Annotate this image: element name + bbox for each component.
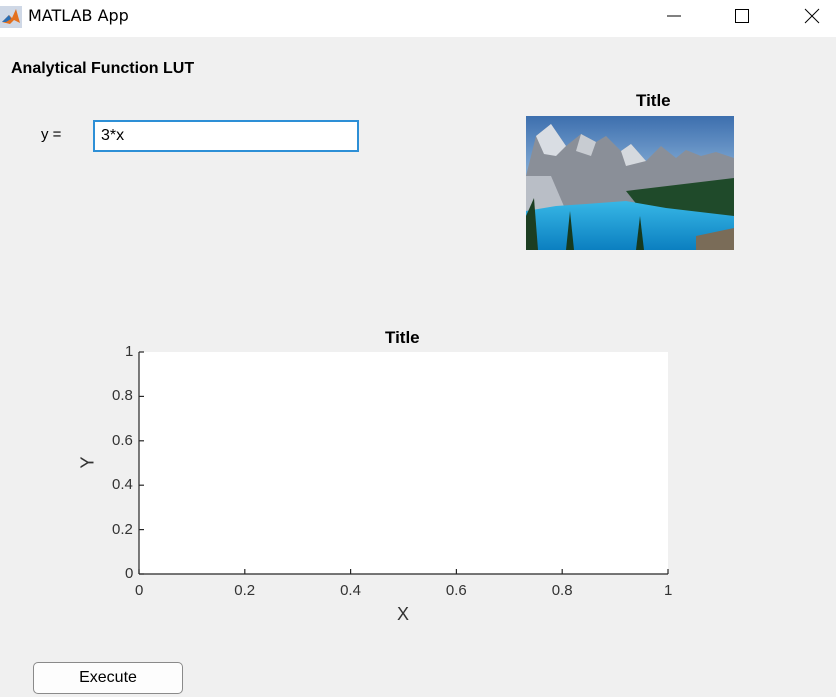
image-axes-title: Title: [636, 91, 671, 110]
x-tick-label: 0: [135, 582, 144, 599]
matlab-logo-icon: [0, 6, 22, 28]
y-tick-label: 1: [125, 343, 134, 360]
x-tick-label: 0.2: [234, 582, 256, 599]
plot-area: [139, 352, 668, 574]
x-tick-label: 0.4: [340, 582, 361, 599]
maximize-button[interactable]: [719, 0, 765, 32]
window-title: MATLAB App: [28, 6, 129, 25]
y-tick-label: 0: [125, 565, 134, 582]
y-tick-label: 0.4: [112, 476, 133, 494]
y-axis-label: Y: [77, 456, 98, 469]
minimize-button[interactable]: [651, 0, 697, 32]
plot-axes-title: Title: [385, 328, 420, 347]
x-axis-label: X: [397, 604, 410, 624]
x-tick-label: 0.8: [551, 582, 573, 599]
landscape-image: [526, 116, 734, 250]
minimize-icon: [667, 15, 681, 17]
y-tick-label: 0.2: [112, 520, 133, 538]
execute-button[interactable]: Execute: [33, 662, 183, 694]
maximize-icon: [735, 9, 749, 23]
function-label: y =: [41, 126, 62, 143]
close-button[interactable]: [789, 0, 835, 32]
x-tick-label: 0.6: [445, 582, 467, 599]
x-tick-label: 1: [664, 582, 673, 599]
window-titlebar: MATLAB App: [0, 0, 836, 37]
function-input[interactable]: [93, 120, 359, 152]
y-tick-label: 0.8: [112, 387, 133, 405]
panel-heading: Analytical Function LUT: [11, 60, 195, 77]
close-icon: [804, 8, 820, 24]
y-tick-label: 0.6: [112, 431, 133, 449]
